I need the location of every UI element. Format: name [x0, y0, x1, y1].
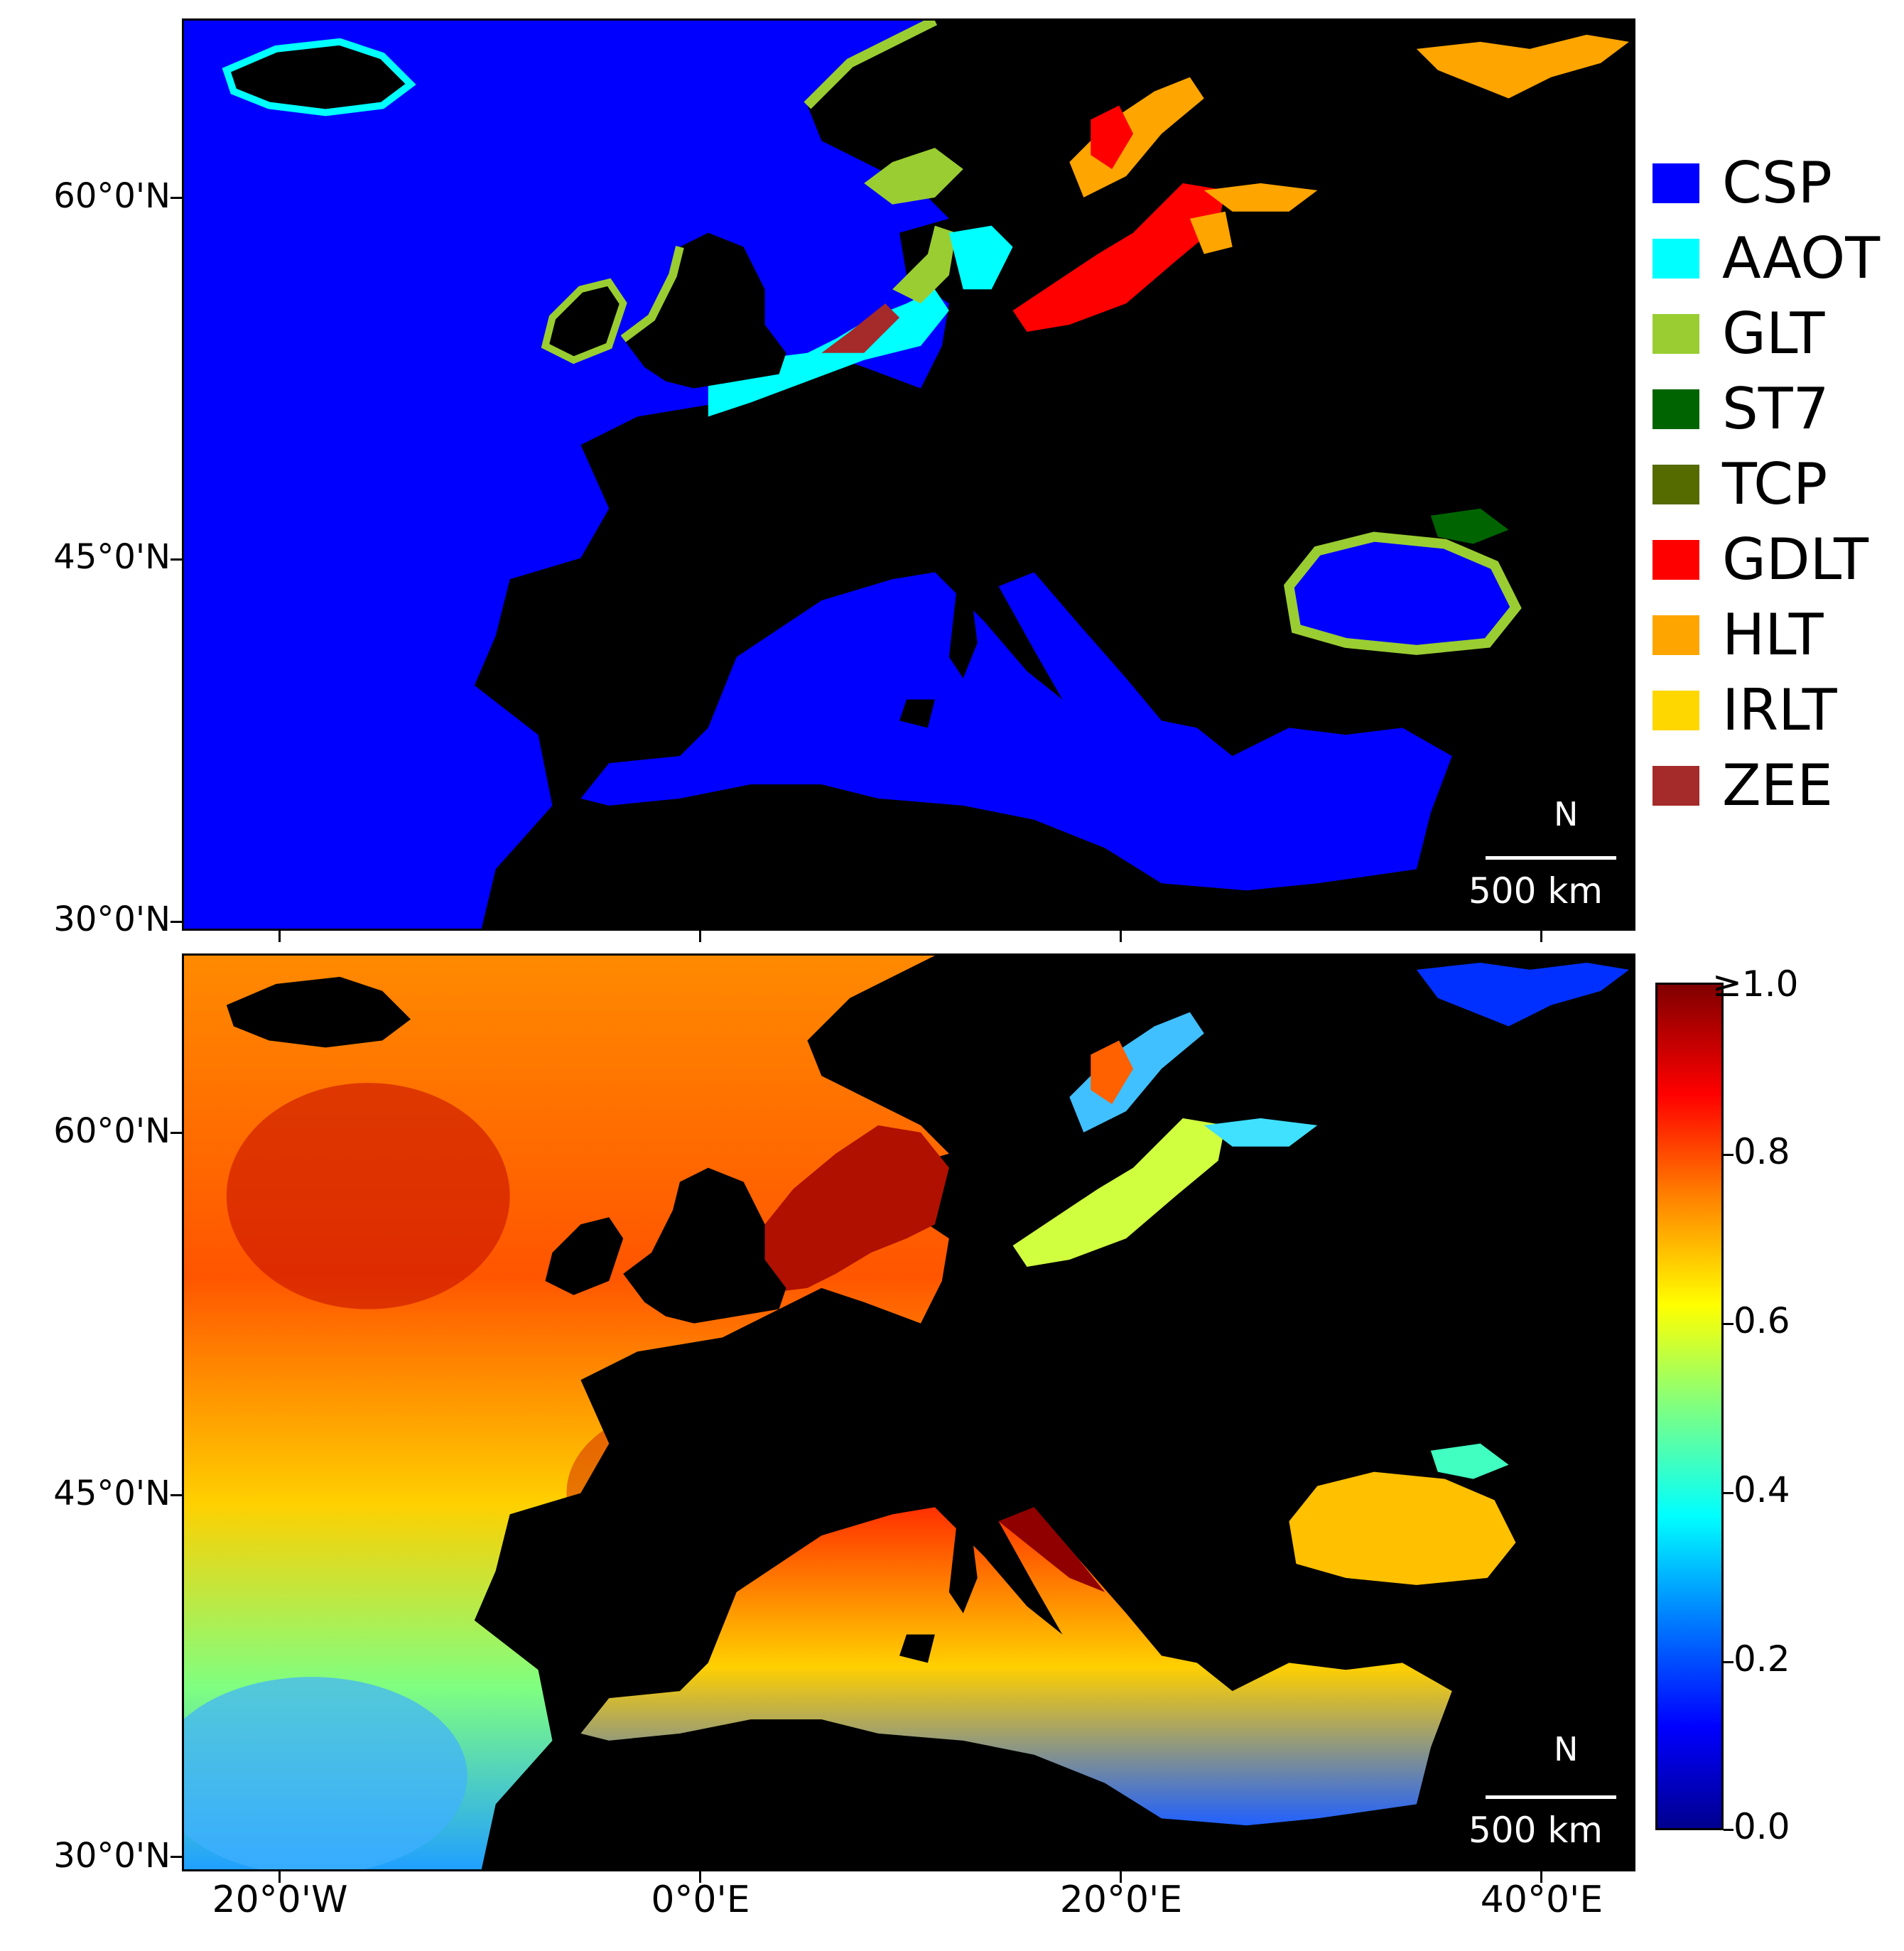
lat-tick — [171, 1132, 182, 1134]
colorbar-label: 0.8 — [1733, 1131, 1790, 1172]
colorbar-label: 0.0 — [1733, 1806, 1790, 1847]
legend-label: AAOT — [1722, 225, 1881, 291]
legend-swatch — [1653, 239, 1699, 279]
colorbar-label: ≥1.0 — [1712, 963, 1799, 1005]
colorbar-label: 0.6 — [1733, 1300, 1790, 1341]
legend-label: IRLT — [1722, 677, 1837, 743]
lon-tick — [1120, 1871, 1122, 1883]
legend-item-glt: GLT — [1653, 296, 1880, 372]
legend-swatch — [1653, 465, 1699, 504]
lon-label-0e: 0°0'E — [651, 1879, 750, 1921]
legend-swatch — [1653, 615, 1699, 655]
legend-label: CSP — [1722, 150, 1832, 216]
lon-tick — [1540, 931, 1542, 942]
north-label: N — [1554, 795, 1579, 833]
value-map: N 500 km — [182, 953, 1635, 1871]
lat-label-60n-top: 60°0'N — [53, 176, 171, 216]
scale-label: 500 km — [1468, 1810, 1603, 1851]
lat-tick — [171, 1856, 182, 1858]
lat-label-60n-bottom: 60°0'N — [53, 1111, 171, 1151]
lat-label-30n-top: 30°0'N — [53, 899, 171, 939]
legend-swatch — [1653, 691, 1699, 730]
colorbar-tick — [1724, 1154, 1733, 1156]
legend-label: ST7 — [1722, 376, 1829, 442]
lon-tick — [699, 1871, 701, 1883]
legend-swatch — [1653, 314, 1699, 354]
scale-line — [1486, 1795, 1616, 1799]
colorbar-tick — [1724, 1492, 1733, 1494]
legend-label: ZEE — [1722, 752, 1833, 818]
lat-tick — [171, 1494, 182, 1496]
lon-label-20w: 20°0'W — [212, 1879, 348, 1921]
legend-item-csp: CSP — [1653, 146, 1880, 221]
classification-map: N 500 km — [182, 18, 1635, 931]
lat-tick — [171, 921, 182, 923]
colorbar-tick — [1724, 1829, 1733, 1831]
legend-label: HLT — [1722, 602, 1824, 668]
legend-item-aaot: AAOT — [1653, 221, 1880, 296]
legend-item-hlt: HLT — [1653, 598, 1880, 673]
colorbar-tick — [1724, 1323, 1733, 1325]
scale-label: 500 km — [1468, 870, 1603, 912]
lon-label-40e: 40°0'E — [1480, 1879, 1603, 1921]
legend-item-irlt: IRLT — [1653, 673, 1880, 748]
legend-item-tcp: TCP — [1653, 447, 1880, 522]
scale-line — [1486, 856, 1616, 860]
value-map-canvas — [184, 956, 1633, 1869]
lat-tick — [171, 558, 182, 561]
legend-label: GDLT — [1722, 526, 1869, 593]
legend-swatch — [1653, 389, 1699, 429]
lon-tick — [699, 931, 701, 942]
classification-map-canvas — [184, 21, 1633, 929]
colorbar-label: 0.4 — [1733, 1469, 1790, 1510]
lat-label-30n-bottom: 30°0'N — [53, 1836, 171, 1876]
lon-tick — [1120, 931, 1122, 942]
lat-tick — [171, 197, 182, 199]
colorbar-label: 0.2 — [1733, 1638, 1790, 1680]
lat-label-45n-bottom: 45°0'N — [53, 1474, 171, 1513]
legend-item-st7: ST7 — [1653, 372, 1880, 447]
lon-tick — [278, 931, 281, 942]
legend-item-gdlt: GDLT — [1653, 522, 1880, 598]
lon-label-20e: 20°0'E — [1059, 1879, 1183, 1921]
legend-item-zee: ZEE — [1653, 748, 1880, 823]
lat-label-45n-top: 45°0'N — [53, 537, 171, 577]
colorbar — [1655, 983, 1724, 1830]
legend-swatch — [1653, 163, 1699, 203]
legend-swatch — [1653, 540, 1699, 580]
colorbar-tick — [1724, 1661, 1733, 1663]
legend-swatch — [1653, 766, 1699, 806]
legend-label: TCP — [1722, 451, 1828, 517]
north-label: N — [1554, 1730, 1579, 1768]
lon-tick — [1540, 1871, 1542, 1883]
lon-tick — [278, 1871, 281, 1883]
legend-label: GLT — [1722, 301, 1825, 367]
legend: CSP AAOT GLT ST7 TCP GDLT HLT IRLT ZEE — [1653, 146, 1880, 823]
